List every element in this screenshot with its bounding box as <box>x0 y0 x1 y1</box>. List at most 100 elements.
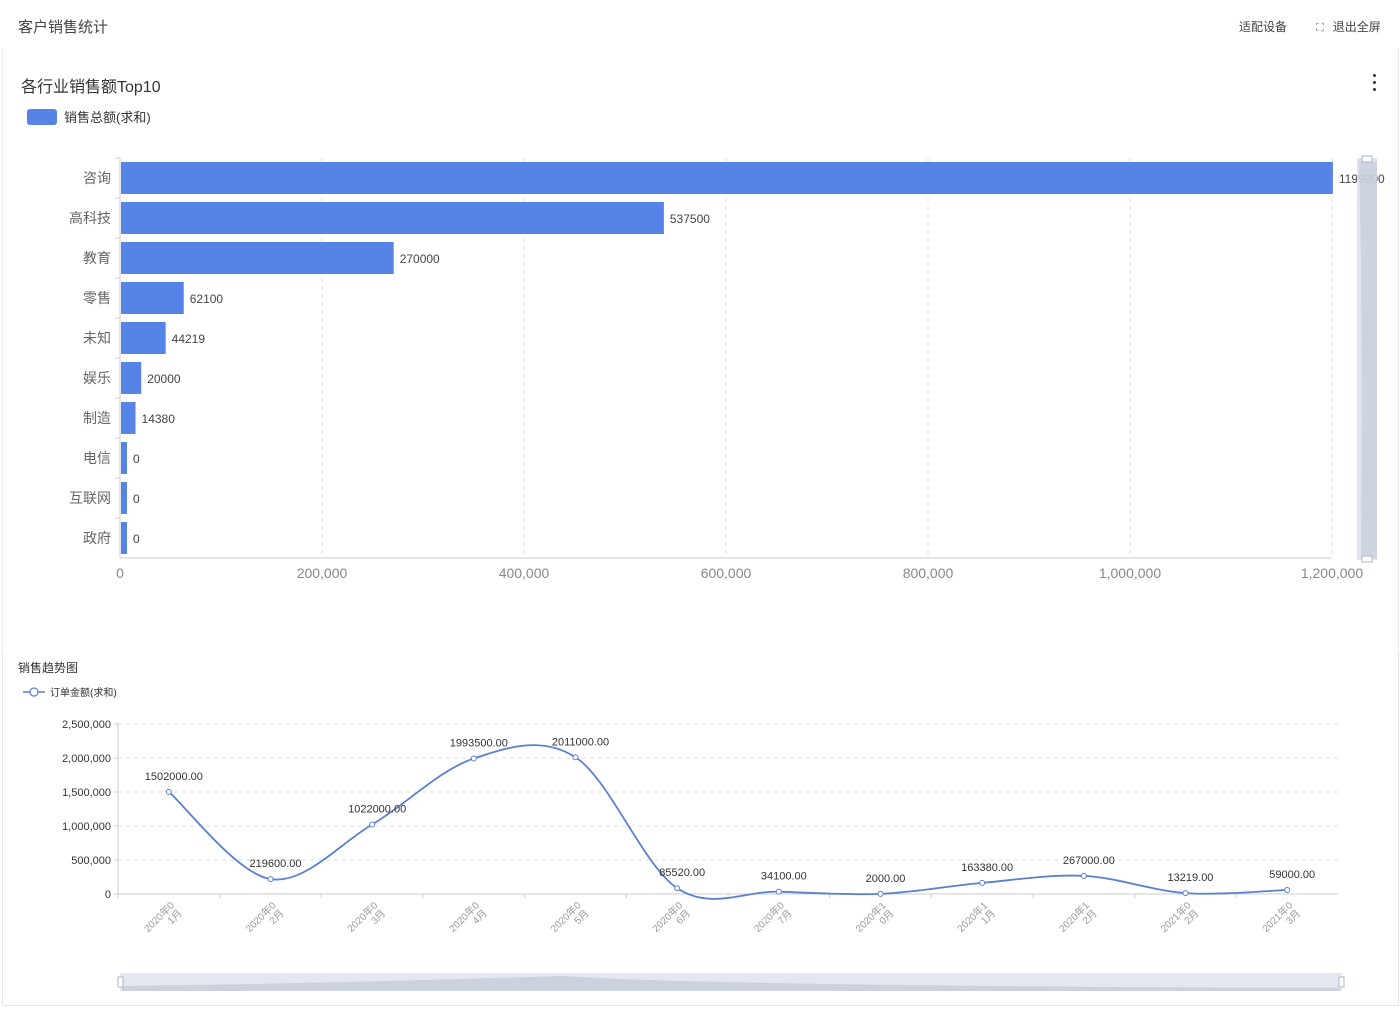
bar-value-label: 270000 <box>400 252 440 266</box>
x-tick-label: 600,000 <box>701 565 752 581</box>
fit-device-button[interactable]: 适配设备 <box>1239 20 1288 34</box>
exit-fullscreen-label: 退出全屏 <box>1332 20 1381 34</box>
data-point[interactable] <box>674 885 681 892</box>
bar-value-label: 20000 <box>147 372 181 386</box>
point-value-label: 2000.00 <box>866 873 906 885</box>
bar[interactable] <box>121 322 166 354</box>
line-chart: 0 500,000 1,000,000 1,500,000 2,000,000 2,500… <box>62 719 1345 991</box>
datazoom-handle-right[interactable] <box>1338 976 1345 988</box>
y-category-label: 高科技 <box>69 210 111 226</box>
bar[interactable] <box>121 242 394 274</box>
fullscreen-icon: ⛶ <box>1316 22 1324 34</box>
x-tick-label: 400,000 <box>499 565 550 581</box>
point-value-label: 34100.00 <box>761 871 807 883</box>
bar-value-label: 0 <box>133 532 140 546</box>
point-value-label: 1502000.00 <box>145 771 203 783</box>
x-tick-label: 0 <box>116 565 124 581</box>
data-point[interactable] <box>1080 872 1087 879</box>
bar[interactable] <box>121 362 142 394</box>
more-options-icon[interactable] <box>1372 74 1378 95</box>
x-tick-label: 200,000 <box>297 565 348 581</box>
bar-value-label: 537500 <box>670 212 710 226</box>
series-line[interactable] <box>168 744 1288 900</box>
y-category-label: 教育 <box>83 250 111 266</box>
data-point[interactable] <box>369 821 376 828</box>
x-tick-label: 1,200,000 <box>1301 565 1363 581</box>
line-legend-label: 订单金额(求和) <box>50 688 117 699</box>
data-point[interactable] <box>165 788 172 795</box>
point-value-label: 163380.00 <box>961 862 1013 874</box>
point-value-label: 13219.00 <box>1168 872 1214 884</box>
x-tick-label: 1,000,000 <box>1099 565 1161 581</box>
y-tick-label: 0 <box>105 889 111 901</box>
bar-chart: 0 200,000 400,000 600,000 800,000 1,000,000 1,… <box>69 155 1385 581</box>
bar[interactable] <box>121 162 1333 194</box>
data-point[interactable] <box>979 879 986 886</box>
y-tick-label: 1,500,000 <box>62 787 111 799</box>
y-category-label: 未知 <box>83 330 111 346</box>
point-value-label: 267000.00 <box>1063 855 1115 867</box>
point-value-label: 59000.00 <box>1269 869 1315 881</box>
y-category-label: 制造 <box>83 410 111 426</box>
bar[interactable] <box>121 482 127 514</box>
bar-value-label: 44219 <box>172 332 206 346</box>
data-point[interactable] <box>1284 886 1291 893</box>
y-category-label: 政府 <box>83 530 111 546</box>
data-point[interactable] <box>572 754 579 761</box>
line-chart-panel: 销售趋势图 订单金额(求和) 0 500,000 1,000,000 1,500,00… <box>2 650 1399 1006</box>
datazoom-handle-top[interactable] <box>1361 155 1373 163</box>
bar[interactable] <box>121 522 127 554</box>
y-category-label: 互联网 <box>69 490 111 506</box>
bar[interactable] <box>121 402 136 434</box>
y-tick-label: 2,500,000 <box>62 719 111 731</box>
point-value-label: 2011000.00 <box>552 736 609 748</box>
bar[interactable] <box>121 282 184 314</box>
y-category-label: 娱乐 <box>83 370 111 386</box>
bar-value-label: 0 <box>133 452 140 466</box>
bar-legend-label: 销售总额(求和) <box>64 110 151 125</box>
data-point[interactable] <box>1182 890 1189 897</box>
bar-chart-title: 各行业销售额Top10 <box>21 79 161 96</box>
datazoom-handle-bottom[interactable] <box>1361 555 1373 563</box>
x-tick-label: 800,000 <box>903 565 954 581</box>
y-category-label: 咨询 <box>83 170 111 186</box>
data-point[interactable] <box>877 890 884 897</box>
line-chart-legend[interactable]: 订单金额(求和) <box>23 684 117 699</box>
legend-line-icon <box>23 686 45 697</box>
bar[interactable] <box>121 442 127 474</box>
data-point[interactable] <box>470 755 477 762</box>
bar-chart-panel: 各行业销售额Top10 销售总额(求和) 0 200,000 400,000 600,… <box>2 48 1399 648</box>
point-value-label: 1993500.00 <box>450 737 508 749</box>
line-chart-title: 销售趋势图 <box>18 661 79 675</box>
point-value-label: 1022000.00 <box>348 804 406 816</box>
bar[interactable] <box>121 202 664 234</box>
datazoom-shadow <box>1359 162 1377 558</box>
point-value-label: 85520.00 <box>659 867 705 879</box>
y-category-label: 零售 <box>83 290 111 306</box>
bar-value-label: 0 <box>133 492 140 506</box>
page-title: 客户销售统计 <box>18 19 109 36</box>
exit-fullscreen-button[interactable]: ⛶ 退出全屏 <box>1316 18 1381 35</box>
header-bar: 客户销售统计 适配设备 ⛶ 退出全屏 <box>0 0 1400 48</box>
datazoom-handle-left[interactable] <box>117 976 124 988</box>
data-point[interactable] <box>775 888 782 895</box>
y-tick-label: 2,000,000 <box>62 753 111 765</box>
datazoom-shadow <box>122 976 1340 991</box>
bar-chart-legend[interactable]: 销售总额(求和) <box>27 107 151 126</box>
bar-value-label: 14380 <box>142 412 176 426</box>
data-point[interactable] <box>267 876 274 883</box>
y-tick-label: 500,000 <box>71 855 111 867</box>
bar-value-label: 62100 <box>190 292 224 306</box>
